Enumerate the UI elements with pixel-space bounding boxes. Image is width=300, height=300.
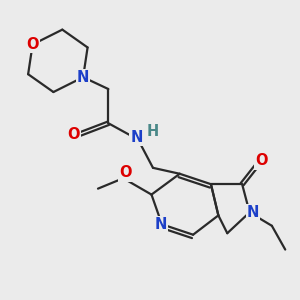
Text: N: N [130, 130, 143, 145]
Text: O: O [255, 154, 268, 169]
Text: O: O [68, 127, 80, 142]
Text: N: N [247, 205, 259, 220]
Text: H: H [146, 124, 158, 139]
Text: O: O [26, 37, 39, 52]
Text: N: N [77, 70, 89, 85]
Text: N: N [154, 218, 167, 232]
Text: O: O [119, 165, 132, 180]
